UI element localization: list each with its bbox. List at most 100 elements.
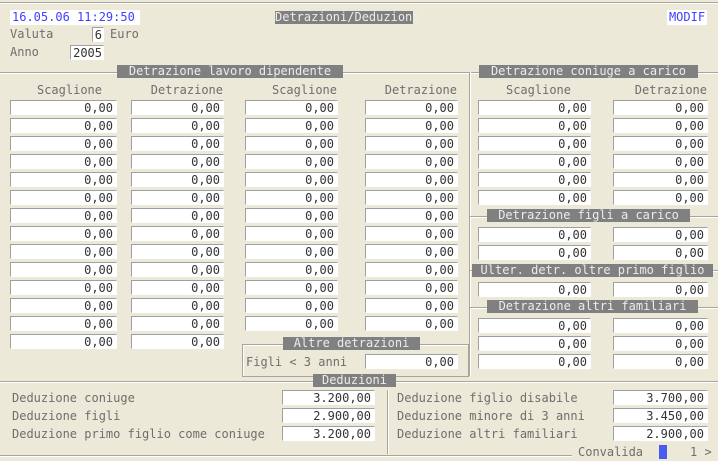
value-field[interactable]: 0,00 <box>131 280 224 295</box>
deduzione-field[interactable]: 2.900,00 <box>613 426 708 441</box>
value-field[interactable]: 0,00 <box>478 154 591 169</box>
altre-title: Altre detrazioni <box>283 337 420 350</box>
value-field[interactable]: 0,00 <box>478 118 591 133</box>
col-header: Detrazione <box>384 83 457 97</box>
value-field[interactable]: 0,00 <box>245 316 338 331</box>
value-field[interactable]: 0,00 <box>10 262 117 277</box>
value-field[interactable]: 0,00 <box>365 208 458 223</box>
value-field[interactable]: 0,00 <box>613 354 708 369</box>
value-field[interactable]: 0,00 <box>10 190 117 205</box>
value-field[interactable]: 0,00 <box>245 118 338 133</box>
value-field[interactable]: 0,00 <box>613 227 708 242</box>
value-field[interactable]: 0,00 <box>131 226 224 241</box>
deduzione-field[interactable]: 3.450,00 <box>613 408 708 423</box>
value-field[interactable]: 0,00 <box>613 100 708 115</box>
value-field[interactable]: 0,00 <box>10 244 117 259</box>
value-field[interactable]: 0,00 <box>245 100 338 115</box>
deduzioni-title: Deduzioni <box>313 374 396 387</box>
ulter-title: Ulter. detr. oltre primo figlio <box>472 264 713 277</box>
value-field[interactable]: 0,00 <box>245 298 338 313</box>
value-field[interactable]: 0,00 <box>613 282 708 297</box>
datetime-field: 16.05.06 11:29:50 <box>10 10 140 25</box>
value-field[interactable]: 0,00 <box>365 136 458 151</box>
value-field[interactable]: 0,00 <box>10 280 117 295</box>
figli-3-anni-field[interactable]: 0,00 <box>365 354 458 369</box>
value-field[interactable]: 0,00 <box>478 245 591 260</box>
value-field[interactable]: 0,00 <box>613 245 708 260</box>
deduzione-label: Deduzione coniuge <box>12 391 135 405</box>
value-field[interactable]: 0,00 <box>10 118 117 133</box>
value-field[interactable]: 0,00 <box>365 262 458 277</box>
value-field[interactable]: 0,00 <box>365 226 458 241</box>
value-field[interactable]: 0,00 <box>131 136 224 151</box>
value-field[interactable]: 0,00 <box>365 244 458 259</box>
value-field[interactable]: 0,00 <box>365 100 458 115</box>
value-field[interactable]: 0,00 <box>10 316 117 331</box>
anno-label: Anno <box>10 45 39 59</box>
value-field[interactable]: 0,00 <box>478 172 591 187</box>
value-field[interactable]: 0,00 <box>131 298 224 313</box>
value-field[interactable]: 0,00 <box>245 280 338 295</box>
deduzione-label: Deduzione altri familiari <box>397 427 578 441</box>
value-field[interactable]: 0,00 <box>245 244 338 259</box>
value-field[interactable]: 0,00 <box>10 334 117 349</box>
altri-title: Detrazione altri familiari <box>487 300 698 313</box>
value-field[interactable]: 0,00 <box>131 100 224 115</box>
value-field[interactable]: 0,00 <box>131 208 224 223</box>
value-field[interactable]: 0,00 <box>131 334 224 349</box>
value-field[interactable]: 0,00 <box>131 316 224 331</box>
value-field[interactable]: 0,00 <box>365 154 458 169</box>
value-field[interactable]: 0,00 <box>613 118 708 133</box>
value-field[interactable]: 0,00 <box>365 118 458 133</box>
convalida-toggle[interactable] <box>659 445 667 459</box>
value-field[interactable]: 0,00 <box>478 318 591 333</box>
value-field[interactable]: 0,00 <box>10 154 117 169</box>
value-field[interactable]: 0,00 <box>478 282 591 297</box>
valuta-field[interactable]: 6 <box>92 27 104 42</box>
value-field[interactable]: 0,00 <box>613 172 708 187</box>
value-field[interactable]: 0,00 <box>245 136 338 151</box>
value-field[interactable]: 0,00 <box>245 172 338 187</box>
value-field[interactable]: 0,00 <box>131 262 224 277</box>
value-field[interactable]: 0,00 <box>245 190 338 205</box>
value-field[interactable]: 0,00 <box>478 100 591 115</box>
value-field[interactable]: 0,00 <box>613 190 708 205</box>
value-field[interactable]: 0,00 <box>365 298 458 313</box>
value-field[interactable]: 0,00 <box>131 244 224 259</box>
value-field[interactable]: 0,00 <box>245 208 338 223</box>
deduzione-field[interactable]: 3.700,00 <box>613 390 708 405</box>
deduzione-field[interactable]: 3.200,00 <box>282 426 375 441</box>
value-field[interactable]: 0,00 <box>10 172 117 187</box>
value-field[interactable]: 0,00 <box>478 190 591 205</box>
value-field[interactable]: 0,00 <box>131 190 224 205</box>
page-indicator[interactable]: 1 > <box>690 445 712 459</box>
value-field[interactable]: 0,00 <box>365 190 458 205</box>
value-field[interactable]: 0,00 <box>10 208 117 223</box>
deduzione-field[interactable]: 2.900,00 <box>282 408 375 423</box>
value-field[interactable]: 0,00 <box>10 226 117 241</box>
deduzione-label: Deduzione primo figlio come coniuge <box>12 427 265 441</box>
value-field[interactable]: 0,00 <box>10 298 117 313</box>
value-field[interactable]: 0,00 <box>613 154 708 169</box>
value-field[interactable]: 0,00 <box>613 136 708 151</box>
value-field[interactable]: 0,00 <box>365 316 458 331</box>
value-field[interactable]: 0,00 <box>478 354 591 369</box>
value-field[interactable]: 0,00 <box>245 154 338 169</box>
value-field[interactable]: 0,00 <box>131 172 224 187</box>
value-field[interactable]: 0,00 <box>365 172 458 187</box>
value-field[interactable]: 0,00 <box>245 226 338 241</box>
value-field[interactable]: 0,00 <box>245 262 338 277</box>
deduzione-field[interactable]: 3.200,00 <box>282 390 375 405</box>
value-field[interactable]: 0,00 <box>478 136 591 151</box>
value-field[interactable]: 0,00 <box>613 336 708 351</box>
value-field[interactable]: 0,00 <box>10 100 117 115</box>
value-field[interactable]: 0,00 <box>365 280 458 295</box>
value-field[interactable]: 0,00 <box>613 318 708 333</box>
value-field[interactable]: 0,00 <box>131 154 224 169</box>
value-field[interactable]: 0,00 <box>10 136 117 151</box>
value-field[interactable]: 0,00 <box>478 227 591 242</box>
anno-field[interactable]: 2005 <box>70 45 104 60</box>
value-field[interactable]: 0,00 <box>478 336 591 351</box>
value-field[interactable]: 0,00 <box>131 118 224 133</box>
deduzione-label: Deduzione figlio disabile <box>397 391 578 405</box>
